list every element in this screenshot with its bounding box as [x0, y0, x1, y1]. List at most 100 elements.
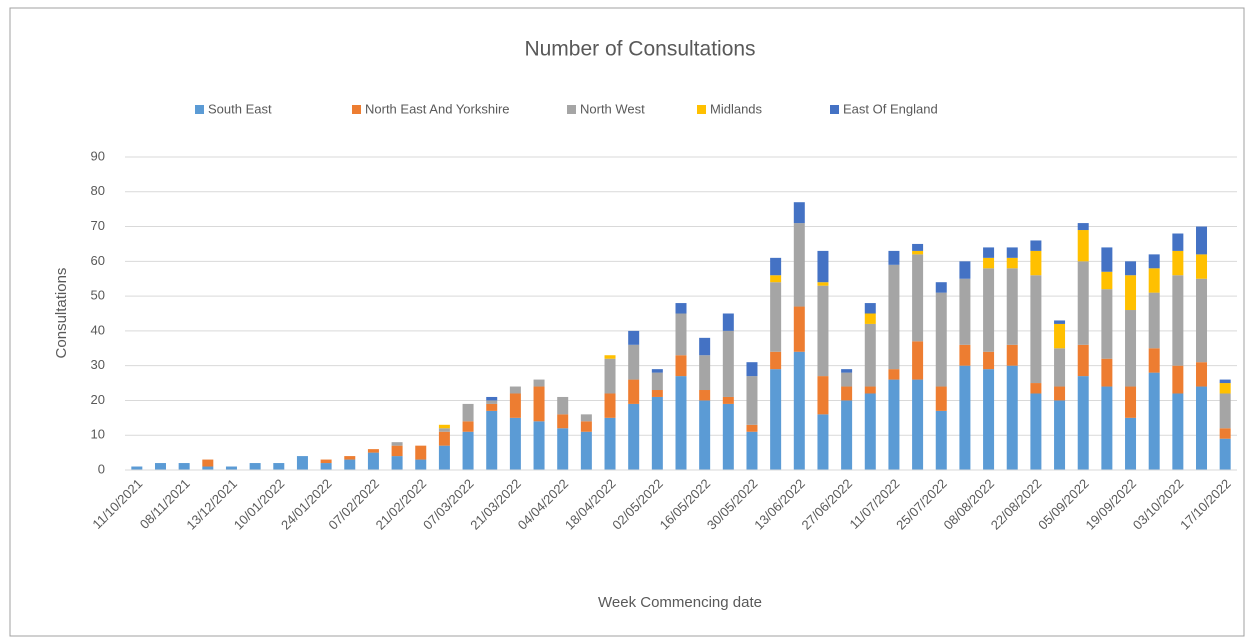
bar-segment — [1196, 226, 1208, 255]
bar-segment — [415, 459, 427, 470]
y-tick-label: 90 — [91, 148, 105, 163]
bar-segment — [391, 445, 403, 457]
bar-segment — [983, 369, 995, 470]
bar-segment — [935, 410, 947, 470]
bar-segment — [202, 466, 214, 470]
bar-segment — [841, 372, 853, 387]
bar-segment — [438, 424, 450, 429]
bar-segment — [675, 355, 687, 377]
bar-segment — [1101, 247, 1113, 272]
bar-segment — [391, 456, 403, 470]
bar-segment — [1196, 254, 1208, 279]
bar-segment — [983, 247, 995, 258]
bar-segment — [770, 282, 782, 352]
bar-segment — [154, 463, 166, 470]
bar-segment — [202, 459, 214, 467]
bar-segment — [1172, 250, 1184, 276]
bar-segment — [1030, 275, 1042, 384]
bar-segment — [1219, 428, 1231, 439]
legend-swatch — [195, 105, 204, 114]
legend-swatch — [697, 105, 706, 114]
bar-segment — [1219, 379, 1231, 384]
bar-segment — [1148, 372, 1160, 470]
bar-segment — [533, 421, 545, 470]
bar-segment — [1148, 292, 1160, 349]
bar-segment — [1101, 289, 1113, 359]
bar-segment — [1054, 320, 1066, 324]
bar-segment — [793, 351, 805, 470]
bar-segment — [841, 386, 853, 401]
bar-segment — [296, 456, 308, 470]
bar-segment — [438, 428, 450, 432]
bar-segment — [722, 403, 734, 470]
bar-segment — [699, 337, 711, 356]
bar-segment — [864, 303, 876, 314]
y-tick-label: 10 — [91, 427, 105, 442]
bar-segment — [628, 379, 640, 404]
y-tick-label: 0 — [98, 461, 105, 476]
bar-segment — [675, 376, 687, 470]
bar-segment — [462, 431, 474, 470]
bar-segment — [959, 278, 971, 345]
bar-segment — [1054, 348, 1066, 387]
bar-segment — [604, 393, 616, 418]
bar-segment — [770, 275, 782, 283]
bar-segment — [699, 390, 711, 401]
bar-segment — [462, 421, 474, 432]
bar-segment — [438, 445, 450, 470]
bar-segment — [983, 257, 995, 269]
y-tick-label: 80 — [91, 183, 105, 198]
bar-segment — [1054, 400, 1066, 470]
bar-segment — [699, 355, 711, 391]
bar-segment — [604, 358, 616, 394]
bar-segment — [888, 250, 900, 265]
bar-segment — [888, 264, 900, 370]
bar-segment — [1125, 417, 1137, 470]
bar-segment — [557, 396, 569, 415]
bar-segment — [699, 400, 711, 470]
bar-segment — [1125, 310, 1137, 387]
bar-segment — [1030, 250, 1042, 276]
bar-segment — [486, 403, 498, 411]
bar-segment — [1006, 365, 1018, 470]
bar-segment — [746, 431, 758, 470]
bar-segment — [1125, 275, 1137, 311]
bar-segment — [1196, 278, 1208, 363]
x-axis-title: Week Commencing date — [598, 594, 762, 611]
bar-segment — [367, 449, 379, 453]
bar-segment — [912, 254, 924, 342]
bar-segment — [462, 403, 474, 422]
bar-segment — [746, 376, 758, 425]
bar-segment — [1148, 268, 1160, 293]
bar-segment — [628, 403, 640, 470]
bar-segment — [1172, 233, 1184, 251]
bar-segment — [651, 396, 663, 470]
bar-segment — [651, 369, 663, 373]
bar-segment — [722, 396, 734, 404]
bar-segment — [557, 414, 569, 429]
legend-label: East Of England — [843, 101, 938, 116]
y-axis-title: Consultations — [53, 268, 70, 359]
bar-segment — [864, 393, 876, 470]
bar-segment — [959, 365, 971, 470]
y-tick-label: 60 — [91, 253, 105, 268]
bar-segment — [1125, 386, 1137, 418]
bar-segment — [651, 372, 663, 391]
bar-segment — [509, 386, 521, 394]
bar-segment — [841, 400, 853, 470]
bar-segment — [628, 330, 640, 345]
legend-swatch — [830, 105, 839, 114]
bar-segment — [509, 393, 521, 418]
y-tick-label: 50 — [91, 288, 105, 303]
bar-segment — [912, 250, 924, 255]
bar-segment — [1077, 223, 1089, 231]
bar-segment — [841, 369, 853, 373]
chart-title: Number of Consultations — [524, 38, 755, 61]
bar-segment — [722, 330, 734, 397]
bar-segment — [604, 355, 616, 359]
bar-segment — [344, 459, 356, 470]
bar-segment — [864, 313, 876, 324]
bar-segment — [486, 396, 498, 401]
bar-segment — [1172, 365, 1184, 394]
